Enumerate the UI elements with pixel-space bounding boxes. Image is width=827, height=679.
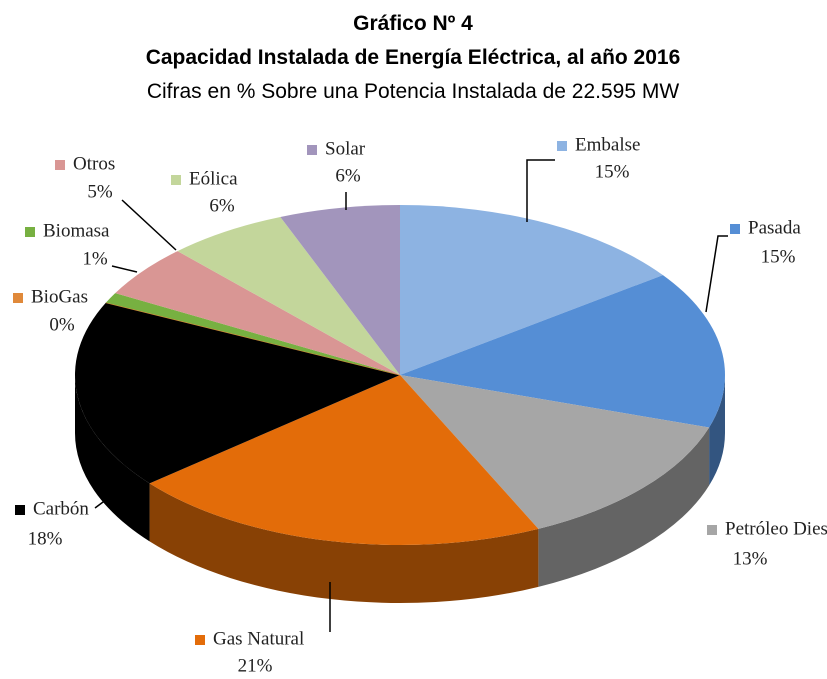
slice-label: Biomasa [43, 220, 110, 241]
slice [74, 302, 400, 484]
pie [74, 205, 725, 603]
value-label: 18% [28, 528, 63, 549]
leader-line [121, 199, 177, 251]
slice-label: Solar [325, 138, 366, 159]
value-label: 6% [335, 165, 361, 186]
legend-swatch [195, 635, 205, 645]
value-label: 15% [595, 161, 630, 182]
slice-side [709, 375, 725, 486]
slice-side [74, 375, 150, 542]
slice [280, 205, 400, 375]
slice [177, 216, 400, 375]
chart-title: Gráfico Nº 4 [353, 12, 473, 35]
slice-side [538, 427, 710, 587]
slice [105, 293, 400, 375]
slice-label: Petróleo Diesel [725, 518, 827, 539]
legend-swatch [15, 505, 25, 515]
leader-line [111, 265, 138, 273]
leader-line [526, 159, 555, 222]
legend-swatch [557, 141, 567, 151]
legend-swatch [25, 227, 35, 237]
chart-caption: Cifras en % Sobre una Potencia Instalada… [147, 80, 679, 103]
legend-swatch [55, 160, 65, 170]
slice [400, 375, 710, 529]
value-label: 0% [49, 314, 75, 335]
leader-line [94, 481, 131, 509]
legend-swatch [13, 293, 23, 303]
slice [105, 302, 401, 376]
slice [149, 375, 539, 546]
value-label: 21% [238, 655, 273, 676]
legend-swatch [730, 224, 740, 234]
chart-subtitle: Capacidad Instalada de Energía Eléctrica… [146, 46, 681, 69]
value-label: 6% [209, 195, 235, 216]
slice-label: Eólica [189, 168, 238, 189]
leader-line [705, 235, 728, 313]
slice-label: Pasada [748, 217, 801, 238]
slice-label: Carbón [33, 498, 89, 519]
slice-label: BioGas [31, 286, 88, 307]
slice-side [149, 483, 539, 603]
legend-swatch [307, 145, 317, 155]
value-label: 1% [82, 248, 108, 269]
slice [400, 205, 663, 375]
slice-label: Otros [73, 153, 115, 174]
value-label: 13% [733, 548, 768, 569]
legend-swatch [171, 175, 181, 185]
slice-label: Embalse [575, 134, 640, 155]
value-label: 5% [87, 181, 113, 202]
slice [115, 251, 401, 375]
slice-label: Gas Natural [213, 628, 304, 649]
labels: Embalse 15% Pasada 15% Petróleo Diesel 13% Gas… [13, 134, 827, 676]
slice [400, 275, 725, 428]
value-label: 15% [761, 246, 796, 267]
legend-swatch [707, 525, 717, 535]
